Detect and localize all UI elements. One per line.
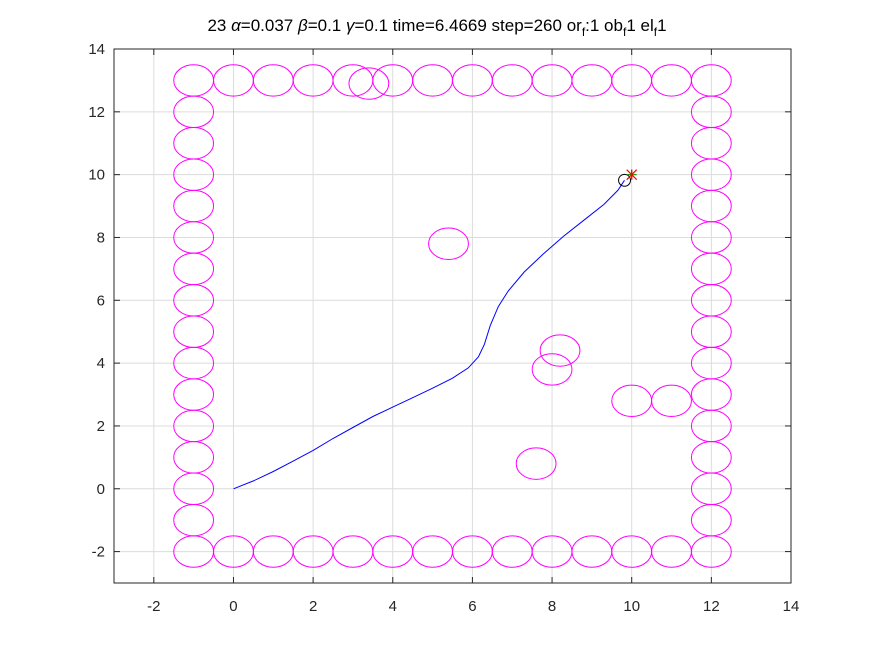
chart-title: 23 α=0.037 β=0.1 γ=0.1 time=6.4669 step=… (207, 16, 666, 39)
x-tick-label: 0 (229, 598, 237, 615)
obstacle-circle (531, 353, 573, 386)
x-tick-label: 10 (623, 598, 640, 615)
ticks: -2 0 2 4 6 8 10 12 14 -2 0 2 4 6 8 10 12 14 (88, 41, 799, 615)
obstacle-circle (651, 384, 692, 418)
y-tick-label: 0 (97, 481, 105, 498)
y-tick-label: 8 (97, 229, 105, 246)
y-tick-label: 10 (88, 167, 105, 184)
trajectory-path (233, 180, 625, 490)
obstacle-circle (348, 67, 390, 100)
y-tick-label: 6 (97, 292, 105, 309)
x-tick-label: 4 (389, 598, 397, 615)
obstacle-circle (515, 447, 557, 480)
y-tick-label: 4 (97, 355, 105, 372)
y-tick-label: 14 (88, 41, 105, 58)
plot-area (114, 49, 791, 583)
y-tick-label: 2 (97, 418, 105, 435)
obstacles (173, 64, 732, 568)
x-tick-label: 14 (783, 598, 800, 615)
x-tick-label: -2 (147, 598, 160, 615)
x-tick-label: 6 (468, 598, 476, 615)
y-tick-label: -2 (92, 544, 105, 561)
y-tick-label: 12 (88, 104, 105, 121)
axes-box (113, 48, 792, 584)
x-tick-label: 2 (309, 598, 317, 615)
x-tick-label: 8 (548, 598, 556, 615)
obstacle-circle (428, 227, 469, 260)
robot-marker (618, 173, 632, 187)
obstacle-circle (651, 535, 692, 568)
obstacle-circle (539, 334, 581, 367)
markers (618, 169, 638, 187)
x-tick-label: 12 (703, 598, 720, 615)
